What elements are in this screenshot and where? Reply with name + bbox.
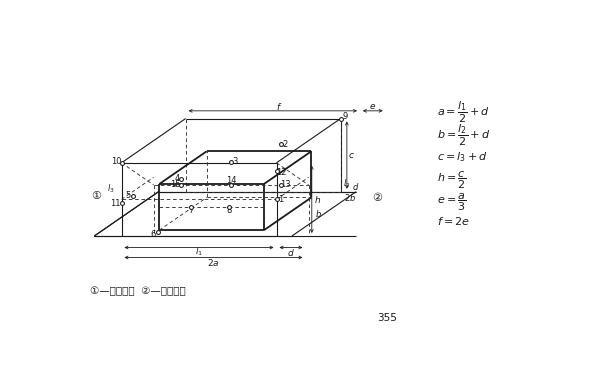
Text: 10: 10 [111,157,121,166]
Text: $e$: $e$ [369,102,376,111]
Text: 3: 3 [232,157,238,166]
Text: 1: 1 [278,195,284,204]
Text: $h$: $h$ [314,194,321,205]
Text: $a=\dfrac{l_1}{2}+d$: $a=\dfrac{l_1}{2}+d$ [437,100,490,125]
Text: ①: ① [92,191,102,201]
Text: $l_2$: $l_2$ [343,178,350,190]
Text: 14: 14 [226,176,236,185]
Text: 15: 15 [170,180,181,189]
Text: 355: 355 [377,314,397,323]
Text: 8: 8 [227,206,232,215]
Text: $b$: $b$ [316,208,322,219]
Text: $e=\dfrac{a}{3}$: $e=\dfrac{a}{3}$ [437,191,467,213]
Text: $f$: $f$ [275,101,282,112]
Text: 6: 6 [151,230,156,238]
Text: $l_3$: $l_3$ [107,182,115,195]
Text: 11: 11 [110,199,121,208]
Text: $f=2e$: $f=2e$ [437,214,470,226]
Text: 2: 2 [282,140,287,149]
Text: 5: 5 [125,191,131,200]
Text: $l_1$: $l_1$ [195,246,203,258]
Text: ②: ② [372,194,382,203]
Text: $2b$: $2b$ [344,192,356,203]
Text: 4: 4 [174,174,179,183]
Text: 9: 9 [343,112,348,122]
Text: 13: 13 [280,180,290,189]
Text: $c=l_3+d$: $c=l_3+d$ [437,150,488,164]
Text: 7: 7 [188,206,193,215]
Text: $d$: $d$ [352,181,359,192]
Text: ①—发动机側  ②—发电机側: ①—发动机側 ②—发电机側 [91,286,186,296]
Text: $c$: $c$ [348,151,355,160]
Text: $h=\dfrac{c}{2}$: $h=\dfrac{c}{2}$ [437,170,467,191]
Text: $d$: $d$ [287,247,295,258]
Text: $2a$: $2a$ [207,256,220,268]
Text: 12: 12 [276,168,286,177]
Text: $b=\dfrac{l_2}{2}+d$: $b=\dfrac{l_2}{2}+d$ [437,123,490,148]
